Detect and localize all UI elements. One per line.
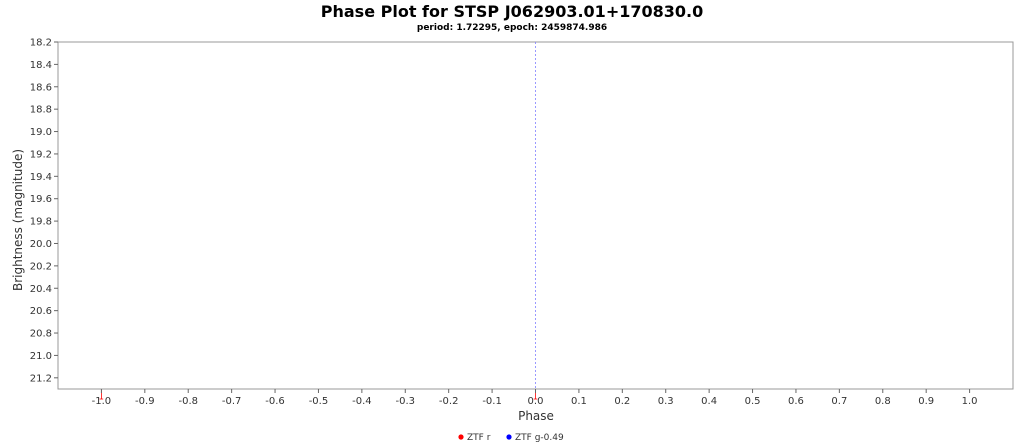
legend-label-ztf-g: ZTF g-0.49 xyxy=(515,433,564,443)
x-tick-label: 0.1 xyxy=(571,396,587,407)
y-tick-label: 20.8 xyxy=(30,329,52,340)
x-tick-label: 0.9 xyxy=(918,396,934,407)
legend: ZTF r ZTF g-0.49 xyxy=(458,433,564,443)
y-tick-label: 20.2 xyxy=(30,261,52,272)
y-tick-label: 18.2 xyxy=(30,38,52,49)
x-tick-label: 0.4 xyxy=(701,396,717,407)
x-tick-label: 0.5 xyxy=(745,396,761,407)
x-tick-label: 0.8 xyxy=(875,396,891,407)
x-axis-label: Phase xyxy=(518,409,554,423)
y-tick-label: 19.4 xyxy=(30,172,52,183)
chart-subtitle: period: 1.72295, epoch: 2459874.986 xyxy=(416,23,608,33)
x-tick-label: 0.0 xyxy=(528,396,544,407)
legend-label-ztf-r: ZTF r xyxy=(467,433,491,443)
y-tick-label: 20.0 xyxy=(30,239,52,250)
x-tick-label: -0.7 xyxy=(222,396,242,407)
x-tick-label: 1.0 xyxy=(962,396,978,407)
y-tick-label: 19.0 xyxy=(30,127,52,138)
x-tick-label: -0.9 xyxy=(135,396,155,407)
chart-title: Phase Plot for STSP J062903.01+170830.0 xyxy=(320,2,704,21)
y-tick-label: 18.6 xyxy=(30,82,52,93)
legend-marker-ztf-g xyxy=(506,434,512,440)
x-tick-label: 0.7 xyxy=(831,396,847,407)
y-tick-label: 18.4 xyxy=(30,60,52,71)
x-tick-label: -0.6 xyxy=(265,396,285,407)
y-tick-label: 19.2 xyxy=(30,149,52,160)
y-tick-label: 21.0 xyxy=(30,351,52,362)
y-axis-label: Brightness (magnitude) xyxy=(11,149,25,291)
legend-marker-ztf-r xyxy=(458,434,464,440)
x-tick-label: -1.0 xyxy=(92,396,112,407)
x-tick-label: 0.3 xyxy=(658,396,674,407)
y-tick-label: 19.8 xyxy=(30,217,52,228)
x-tick-label: -0.8 xyxy=(178,396,198,407)
y-tick-label: 19.6 xyxy=(30,194,52,205)
y-tick-label: 18.8 xyxy=(30,105,52,116)
y-tick-label: 20.4 xyxy=(30,284,52,295)
y-tick-label: 20.6 xyxy=(30,306,52,317)
x-tick-label: -0.4 xyxy=(352,396,372,407)
x-tick-label: 0.2 xyxy=(614,396,630,407)
x-tick-label: -0.5 xyxy=(309,396,329,407)
x-tick-label: -0.2 xyxy=(439,396,459,407)
x-tick-label: -0.1 xyxy=(482,396,502,407)
x-tick-label: 0.6 xyxy=(788,396,804,407)
x-tick-label: -0.3 xyxy=(396,396,416,407)
axes: -1.0 -0.9 -0.8 -0.7 -0.6 -0.5 -0.4 -0.3 -0.2 -0.1… xyxy=(30,38,1014,407)
y-tick-label: 21.2 xyxy=(30,373,52,384)
